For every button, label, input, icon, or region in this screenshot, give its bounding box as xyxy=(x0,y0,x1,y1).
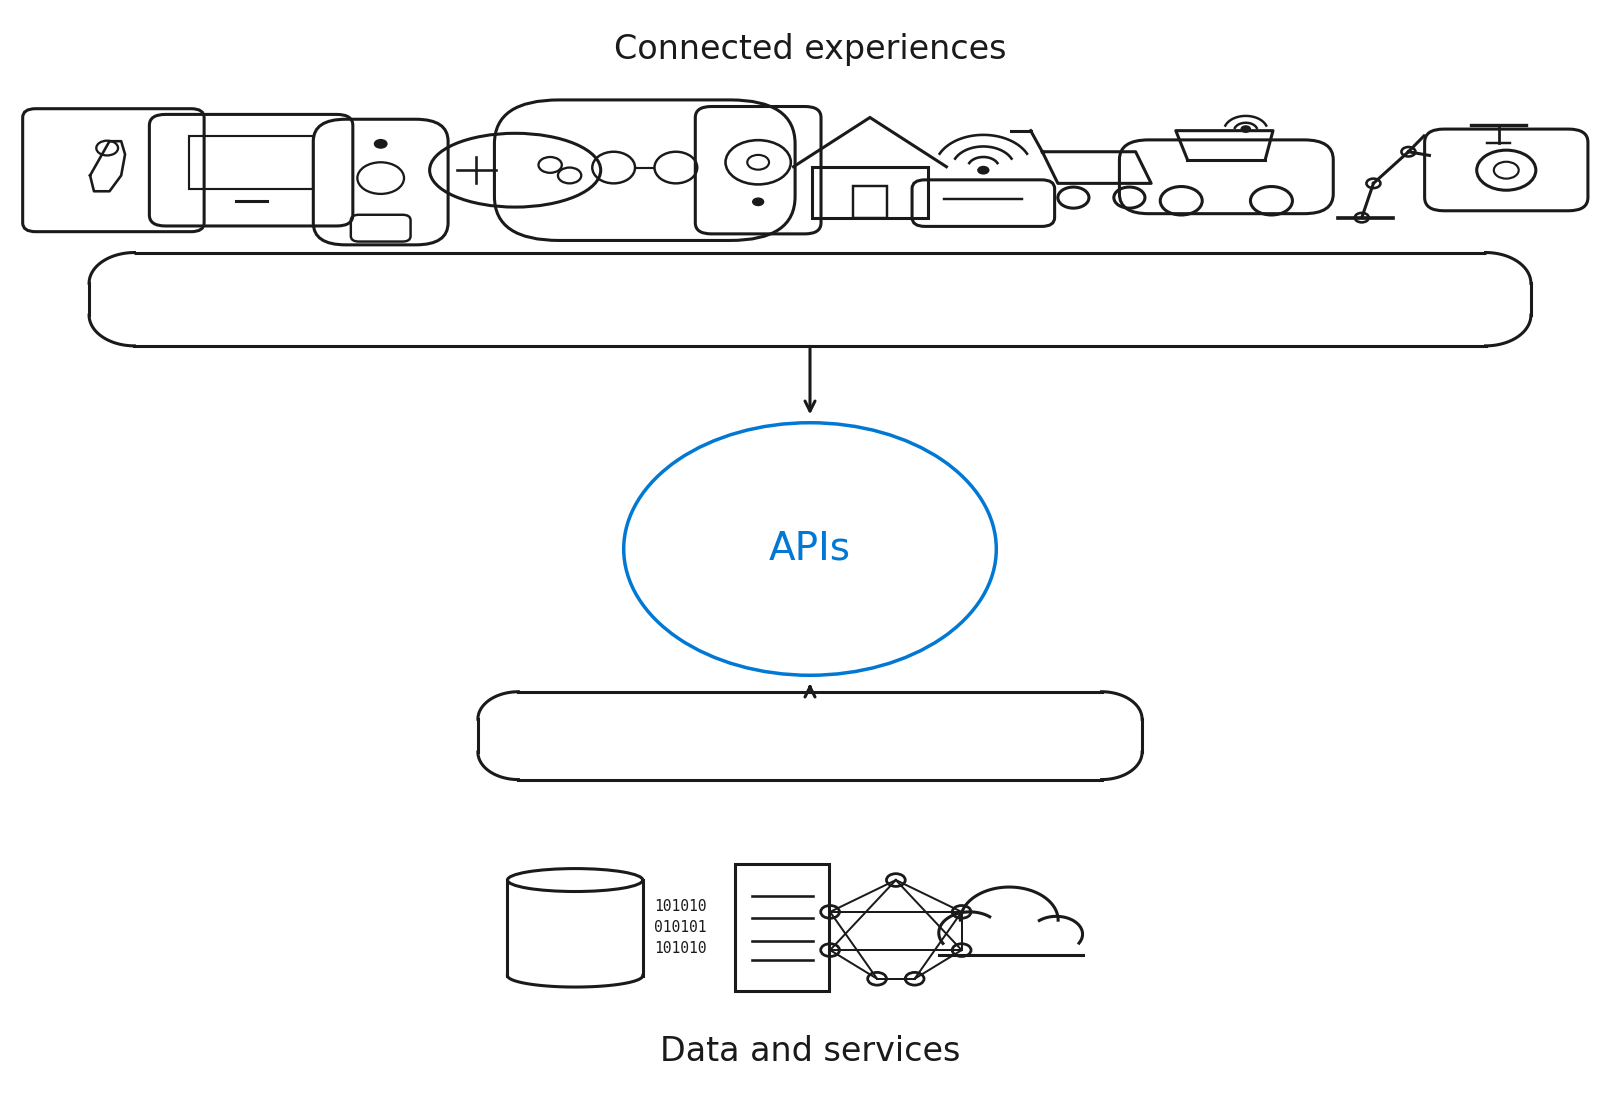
Bar xyxy=(852,186,888,217)
Text: 101010
010101
101010: 101010 010101 101010 xyxy=(654,899,706,956)
Text: Connected experiences: Connected experiences xyxy=(614,33,1006,66)
Circle shape xyxy=(374,139,387,148)
Bar xyxy=(735,864,829,991)
Circle shape xyxy=(978,167,988,173)
Circle shape xyxy=(753,198,763,205)
Text: Data and services: Data and services xyxy=(659,1035,961,1068)
Text: APIs: APIs xyxy=(770,530,851,568)
Circle shape xyxy=(1241,126,1251,132)
Bar xyxy=(812,167,928,217)
Bar xyxy=(190,136,313,189)
